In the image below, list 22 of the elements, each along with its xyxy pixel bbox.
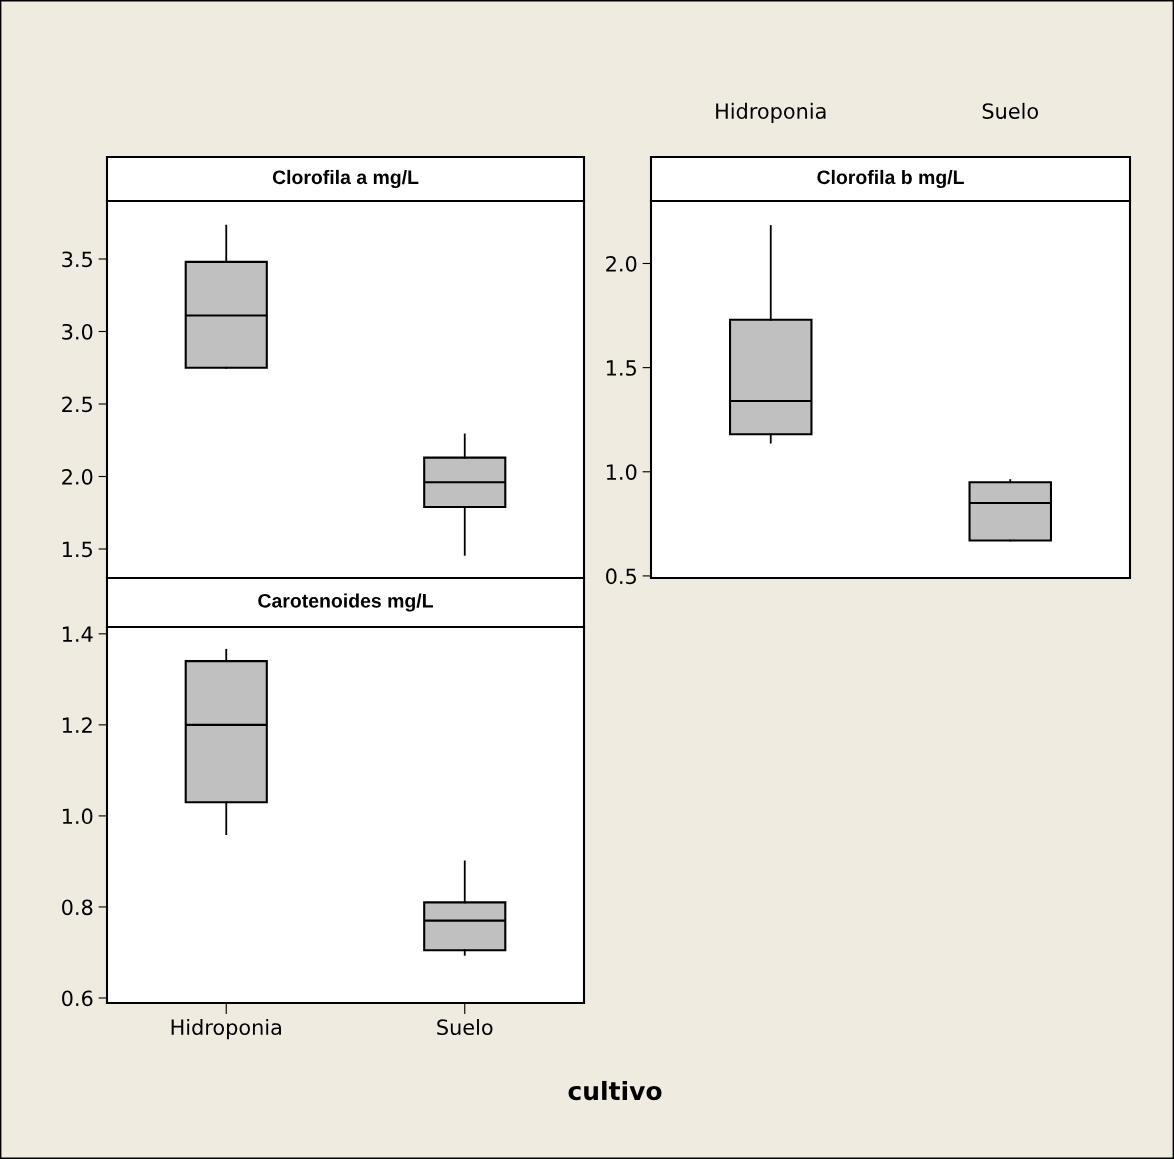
y-tick-label: 0.5 xyxy=(606,568,636,585)
y-tick-label: 0.8 xyxy=(62,899,93,916)
y-tick-label: 2.0 xyxy=(606,255,637,272)
chart-title: Carotenoides mg/L xyxy=(258,593,433,612)
x-tick-label: Hidroponia xyxy=(716,102,826,123)
x-tick-label: Hidroponia xyxy=(171,1018,281,1040)
y-tick-label: 1.4 xyxy=(62,626,93,642)
y-tick-label: 2.0 xyxy=(62,468,93,485)
y-tick-label: 1.0 xyxy=(606,464,637,480)
x-axis-title: cultivo xyxy=(568,1080,662,1101)
chart-title: Clorofila a mg/L xyxy=(272,169,419,189)
y-tick-label: 1.5 xyxy=(62,541,92,558)
y-tick-label: 1.5 xyxy=(606,360,636,376)
y-tick-label: 2.5 xyxy=(62,396,92,413)
y-tick-label: 3.0 xyxy=(62,323,93,340)
y-tick-label: 3.5 xyxy=(62,251,92,268)
y-tick-label: 1.0 xyxy=(62,808,93,825)
y-tick-label: 0.6 xyxy=(62,990,93,1007)
x-tick-label: Suelo xyxy=(437,1018,493,1036)
chart-title: Clorofila b mg/L xyxy=(817,169,964,189)
y-tick-label: 1.2 xyxy=(62,717,92,733)
x-tick-label: Suelo xyxy=(982,102,1038,119)
